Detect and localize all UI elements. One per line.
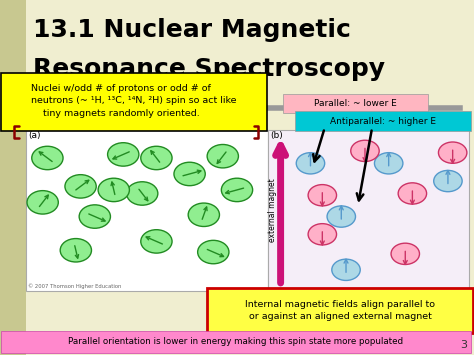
Text: $\mathbf{B}_\mathbf{0}$: $\mathbf{B}_\mathbf{0}$ <box>271 293 286 307</box>
Circle shape <box>108 143 139 166</box>
Circle shape <box>221 178 253 202</box>
Circle shape <box>434 170 462 192</box>
Text: (b): (b) <box>270 131 283 140</box>
Circle shape <box>141 230 172 253</box>
Circle shape <box>374 153 403 174</box>
Circle shape <box>327 206 356 227</box>
FancyBboxPatch shape <box>295 111 471 131</box>
FancyBboxPatch shape <box>1 331 471 353</box>
Circle shape <box>79 205 110 228</box>
Circle shape <box>332 259 360 280</box>
Text: Resonance Spectroscopy: Resonance Spectroscopy <box>33 57 385 81</box>
Bar <box>26 130 268 291</box>
Circle shape <box>188 203 219 226</box>
Circle shape <box>351 140 379 162</box>
Circle shape <box>438 142 467 163</box>
Text: Antiparallel: ~ higher E: Antiparallel: ~ higher E <box>330 116 436 126</box>
Circle shape <box>198 240 229 264</box>
Text: (a): (a) <box>28 131 41 140</box>
Circle shape <box>174 162 205 186</box>
Text: external magnet: external magnet <box>268 179 276 242</box>
Circle shape <box>398 183 427 204</box>
Bar <box>268 130 469 291</box>
Text: 13.1 Nuclear Magnetic: 13.1 Nuclear Magnetic <box>33 18 351 42</box>
FancyBboxPatch shape <box>207 288 473 333</box>
Text: Internal magnetic fields align parallel to
or against an aligned external magnet: Internal magnetic fields align parallel … <box>245 300 435 321</box>
Text: 3: 3 <box>460 340 467 350</box>
Circle shape <box>32 146 63 170</box>
Circle shape <box>60 239 91 262</box>
Bar <box>0 0 26 355</box>
Circle shape <box>127 182 158 205</box>
Circle shape <box>98 178 129 202</box>
Text: © 2007 Thomson Higher Education: © 2007 Thomson Higher Education <box>28 284 122 289</box>
Text: Nuclei w/odd # of protons or odd # of
neutrons (~ ¹H, ¹³C, ¹⁴N, ²H) spin so act : Nuclei w/odd # of protons or odd # of ne… <box>31 84 237 118</box>
Circle shape <box>207 144 238 168</box>
Circle shape <box>65 175 96 198</box>
Circle shape <box>296 153 325 174</box>
Circle shape <box>391 243 419 264</box>
Text: Parallel orientation is lower in energy making this spin state more populated: Parallel orientation is lower in energy … <box>68 337 403 346</box>
Circle shape <box>141 146 172 170</box>
Circle shape <box>308 185 337 206</box>
Circle shape <box>308 224 337 245</box>
FancyBboxPatch shape <box>283 94 428 113</box>
Text: Parallel: ~ lower E: Parallel: ~ lower E <box>314 99 397 108</box>
FancyBboxPatch shape <box>1 73 267 131</box>
Circle shape <box>27 191 58 214</box>
